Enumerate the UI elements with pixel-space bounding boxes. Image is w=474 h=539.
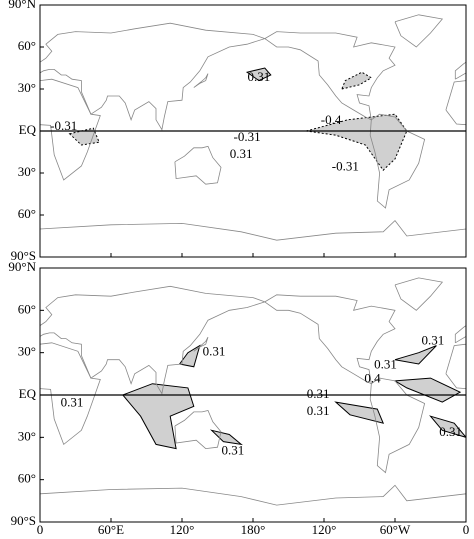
contour-label: 0.31 xyxy=(203,344,226,359)
contour-label: 0.31 xyxy=(307,403,330,418)
coastline xyxy=(454,61,466,80)
contour-region xyxy=(68,127,100,146)
y-tick-label: EQ xyxy=(19,122,37,137)
coastline xyxy=(40,78,101,181)
coastline xyxy=(40,493,41,495)
coastline xyxy=(40,484,466,506)
y-tick-label: EQ xyxy=(19,386,37,401)
y-tick-label: 90°N xyxy=(8,259,36,274)
x-tick-label: 60°E xyxy=(98,522,124,537)
coastline xyxy=(193,336,209,352)
coastline xyxy=(394,277,444,311)
contour-label: -0.4 xyxy=(321,112,342,127)
x-tick-label: 180° xyxy=(241,522,266,537)
x-tick-label: 0 xyxy=(463,522,470,537)
y-tick-label: 30° xyxy=(18,80,36,95)
coastline xyxy=(193,73,209,88)
contour-label: -0.31 xyxy=(50,118,77,133)
coastline xyxy=(465,493,466,494)
y-tick-label: 60° xyxy=(18,301,36,316)
coastline xyxy=(369,377,426,474)
coastline xyxy=(264,31,396,121)
coastline xyxy=(465,228,466,229)
coastline xyxy=(174,410,222,450)
coastline xyxy=(40,220,466,241)
y-tick-label: 30° xyxy=(18,344,36,359)
y-tick-label: 30° xyxy=(18,164,36,179)
y-tick-label: 90°N xyxy=(8,0,36,11)
coastline xyxy=(0,15,16,47)
y-tick-label: 30° xyxy=(18,428,36,443)
contour-label: 0.31 xyxy=(248,69,271,84)
coastline xyxy=(445,80,466,126)
y-tick-label: 60° xyxy=(18,38,36,53)
contour-region xyxy=(393,377,462,403)
contour-label: 0.31 xyxy=(222,442,245,457)
map-panel xyxy=(0,14,466,241)
coastline xyxy=(369,113,426,209)
contour-label: 0.31 xyxy=(374,356,397,371)
contour-label: -0.31 xyxy=(234,129,261,144)
contour-region xyxy=(245,67,272,82)
contour-region xyxy=(306,113,408,171)
coastline xyxy=(454,325,466,344)
contour-label: 0.31 xyxy=(230,146,253,161)
y-tick-label: 60° xyxy=(18,206,36,221)
map-panel xyxy=(0,277,466,506)
coastline xyxy=(40,22,267,131)
contour-label: 0.31 xyxy=(307,386,330,401)
contour-region xyxy=(429,415,466,438)
contour-label: 0.31 xyxy=(439,424,462,439)
x-tick-label: 0 xyxy=(37,522,44,537)
y-tick-label: 90°S xyxy=(11,248,36,263)
contour-label: -0.31 xyxy=(332,158,359,173)
contour-region xyxy=(334,401,385,424)
y-tick-label: 90°S xyxy=(11,513,36,528)
x-tick-label: 120° xyxy=(170,522,195,537)
y-tick-label: 60° xyxy=(18,471,36,486)
x-tick-label: 120° xyxy=(312,522,337,537)
contour-region xyxy=(121,383,195,450)
contour-region xyxy=(394,345,437,365)
contour-label: 0.31 xyxy=(61,394,84,409)
coastline xyxy=(174,145,222,185)
coastline xyxy=(40,229,41,230)
x-tick-label: 60°W xyxy=(380,522,411,537)
coastline xyxy=(394,14,444,48)
contour-label: 0.31 xyxy=(421,332,444,347)
contour-region xyxy=(340,71,373,90)
contour-label: 0.4 xyxy=(364,370,381,385)
coastline xyxy=(40,285,267,395)
coastline xyxy=(0,278,16,310)
contour-region xyxy=(0,346,10,364)
coastline xyxy=(264,294,396,385)
coastline xyxy=(40,342,101,446)
